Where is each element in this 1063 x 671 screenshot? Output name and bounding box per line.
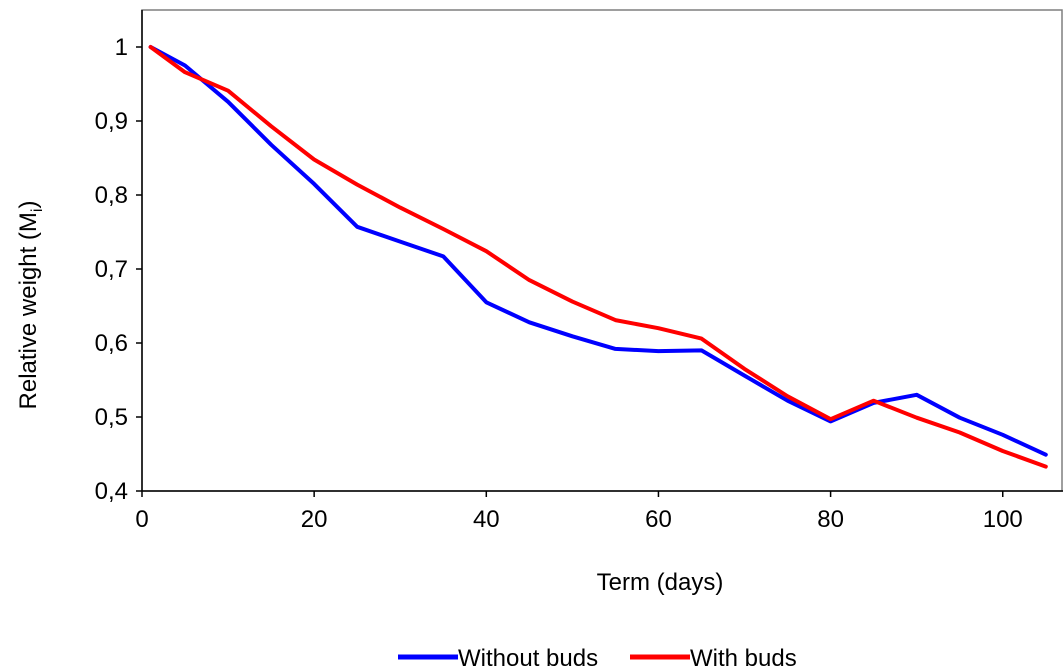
- x-axis-title: Term (days): [597, 569, 724, 596]
- x-tick-label: 0: [135, 506, 148, 533]
- legend-label-without-buds: Without buds: [458, 645, 598, 671]
- y-tick-label: 0,7: [95, 256, 128, 283]
- y-axis-title: Relative weight (Mi): [15, 201, 46, 410]
- axes: [136, 9, 1063, 497]
- y-tick-label: 0,5: [95, 404, 128, 431]
- x-tick-label: 60: [645, 506, 672, 533]
- series-lines: [148, 45, 1048, 469]
- series-line-with-buds: [148, 45, 1048, 469]
- legend: Without buds With buds: [398, 645, 797, 671]
- x-tick-label: 40: [473, 506, 500, 533]
- y-tick-label: 0,8: [95, 182, 128, 209]
- x-tick-label: 100: [983, 506, 1023, 533]
- y-tick-label: 0,6: [95, 330, 128, 357]
- y-tick-label: 1: [115, 34, 128, 61]
- legend-label-with-buds: With buds: [690, 645, 797, 671]
- tick-labels: 0,4 0,5 0,6 0,7 0,8 0,9 1 0 20 40 60 80 100: [95, 34, 1023, 533]
- series-line-without-buds: [148, 45, 1048, 457]
- y-axis-title-subscript: i: [29, 209, 46, 213]
- y-tick-label: 0,9: [95, 108, 128, 135]
- y-tick-label: 0,4: [95, 478, 128, 505]
- x-tick-label: 80: [817, 506, 844, 533]
- x-tick-label: 20: [301, 506, 328, 533]
